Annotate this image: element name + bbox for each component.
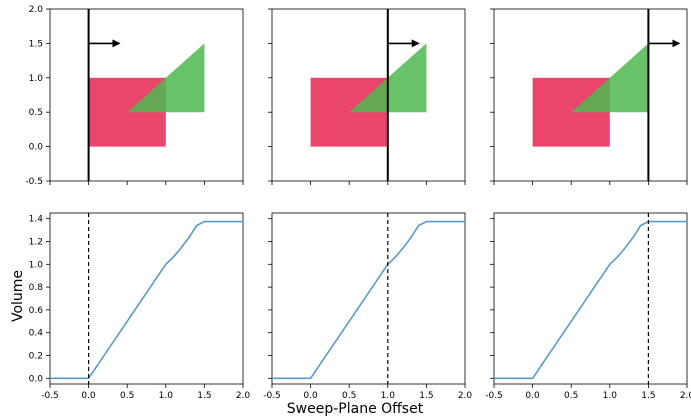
panel-bottom-middle: -0.5 0.0 0.5 1.0 1.5 2.0 [263, 212, 473, 401]
y-tick-label: 0.5 [29, 108, 43, 118]
y-tick-label: 0.8 [29, 283, 44, 293]
x-tick-label: 2.0 [236, 391, 251, 401]
figure-xlabel: Sweep-Plane Offset [287, 401, 424, 417]
volume-series-line [50, 220, 243, 380]
x-tick-label: 1.0 [603, 391, 618, 401]
x-tick-label: -0.5 [485, 391, 503, 401]
y-tick-label: 0.4 [29, 329, 44, 339]
panel-bottom-right: -0.5 0.0 0.5 1.0 1.5 2.0 [485, 212, 691, 401]
axes-frame [493, 8, 688, 182]
x-tick-label: 1.5 [641, 391, 655, 401]
rectangle-shape [310, 77, 388, 147]
panel-bottom-left: -0.5 0.0 0.5 1.0 1.5 2.0 0.0 0.2 0.4 0.6 0.8 1.0 1.2… [29, 212, 251, 401]
axes-frame [49, 212, 244, 385]
y-tick-label: 2.0 [29, 5, 44, 15]
figure-ylabel: Volume [10, 270, 26, 322]
triangle-shape [571, 43, 649, 113]
x-tick-label: 1.0 [381, 391, 396, 401]
x-tick-label: -0.5 [41, 391, 59, 401]
x-tick-label: 0.0 [303, 391, 318, 401]
axes-frame [493, 212, 688, 385]
panel-top-middle [268, 8, 466, 185]
y-tick-label: 1.0 [29, 260, 44, 270]
x-tick-label: 1.5 [197, 391, 211, 401]
x-tick-label: 2.0 [458, 391, 473, 401]
volume-series-line [494, 220, 687, 380]
x-tick-label: 0.5 [342, 391, 356, 401]
y-tick-label: 1.0 [29, 74, 44, 84]
y-tick-label: 0.0 [29, 374, 44, 384]
x-tick-label: 0.5 [564, 391, 578, 401]
y-tick-label: 0.6 [29, 306, 44, 316]
rectangle-shape [88, 77, 166, 147]
triangle-shape [127, 43, 205, 113]
axes-frame [271, 212, 466, 385]
x-tick-label: -0.5 [263, 391, 281, 401]
x-tick-label: 1.5 [419, 391, 433, 401]
y-tick-label: 0.2 [29, 352, 43, 362]
x-tick-label: 0.0 [81, 391, 96, 401]
rectangle-shape [532, 77, 610, 147]
panel-top-left: -0.5 0.0 0.5 1.0 1.5 2.0 [25, 5, 244, 187]
y-tick-label: 0.0 [29, 143, 44, 153]
volume-series-line [272, 220, 465, 380]
x-tick-label: 0.5 [120, 391, 134, 401]
x-tick-label: 1.0 [159, 391, 174, 401]
y-tick-label: -0.5 [25, 177, 43, 187]
y-tick-label: 1.5 [29, 39, 43, 49]
x-tick-label: 2.0 [680, 391, 691, 401]
y-tick-label: 1.4 [29, 215, 44, 225]
triangle-shape [349, 43, 427, 113]
axes-frame [49, 8, 244, 182]
x-tick-label: 0.0 [525, 391, 540, 401]
panel-top-right [490, 8, 688, 185]
axes-frame [271, 8, 466, 182]
y-tick-label: 1.2 [29, 238, 43, 248]
